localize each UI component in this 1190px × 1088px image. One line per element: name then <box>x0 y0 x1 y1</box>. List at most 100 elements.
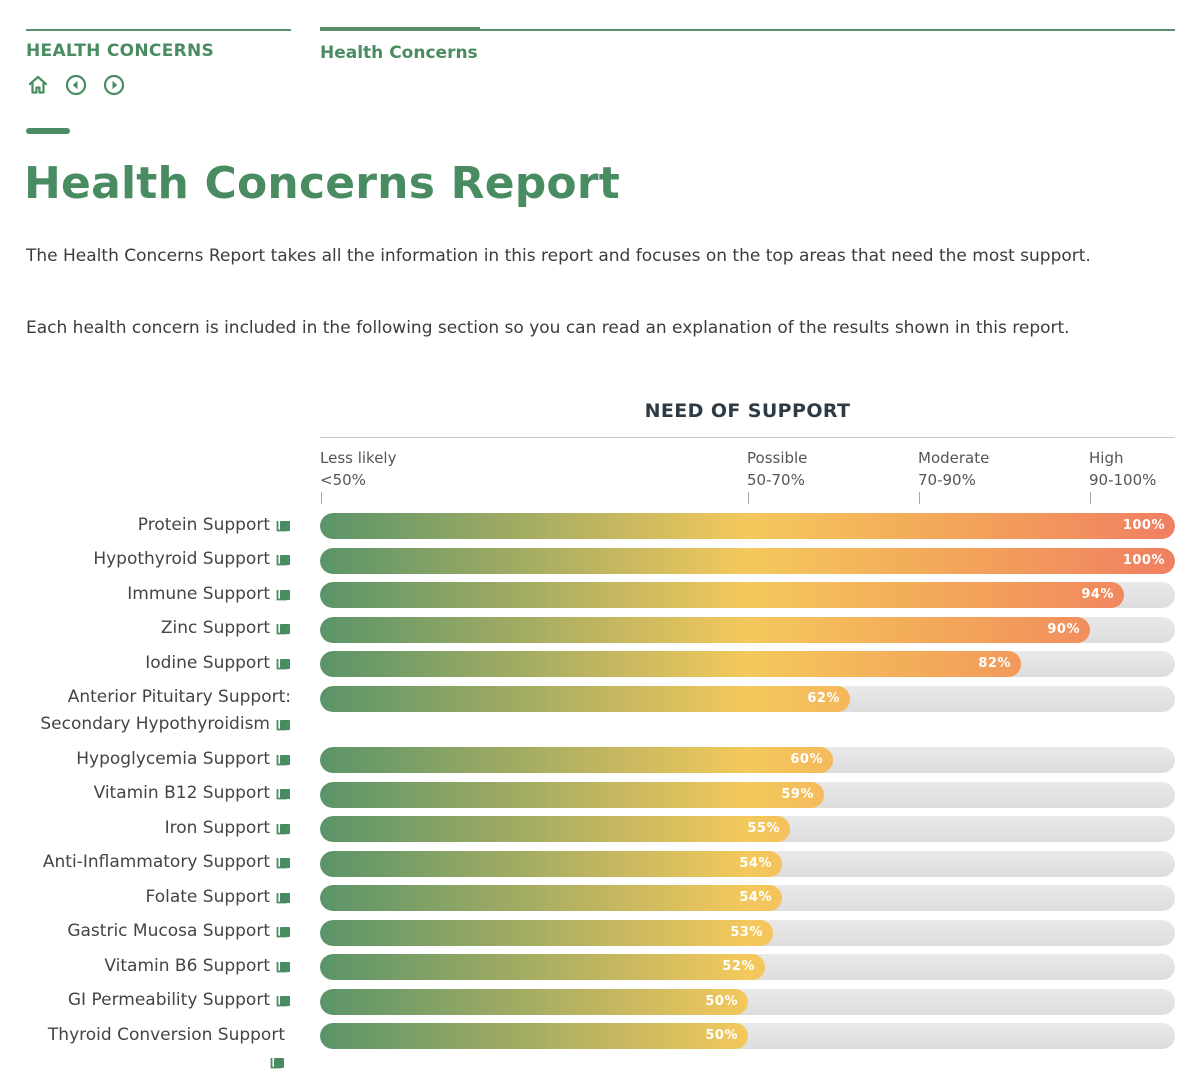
bar-track: 90% <box>320 617 1175 643</box>
bar: 50% <box>320 1023 748 1049</box>
external-link-icon[interactable] <box>276 989 291 1016</box>
category-label-text: Vitamin B12 Support <box>93 783 270 803</box>
bar-value-label: 60% <box>790 752 823 767</box>
tab-health-concerns[interactable]: Health Concerns <box>320 43 478 63</box>
category-label-text: Iodine Support <box>145 653 270 673</box>
category-label-text: Anterior Pituitary Support: Secondary Hy… <box>40 687 291 734</box>
external-link-icon[interactable] <box>276 782 291 809</box>
bar-value-label: 82% <box>978 656 1011 671</box>
category-label: Vitamin B12 Support <box>94 780 291 809</box>
bar-gradient <box>320 1023 748 1049</box>
bar: 94% <box>320 582 1124 608</box>
external-link-icon[interactable] <box>276 713 291 740</box>
external-link-icon[interactable] <box>276 514 291 541</box>
bar-track: 62% <box>320 686 1175 712</box>
bar-value-label: 52% <box>722 959 755 974</box>
zone-tick <box>321 492 322 504</box>
external-link-icon[interactable] <box>276 817 291 844</box>
bar-value-label: 59% <box>781 787 814 802</box>
bar-gradient <box>320 782 824 808</box>
category-label: Anti-Inflammatory Support <box>43 849 291 878</box>
bar: 50% <box>320 989 748 1015</box>
external-link-icon[interactable] <box>276 955 291 982</box>
external-link-icon[interactable] <box>276 886 291 913</box>
chart-title-rule <box>320 437 1175 438</box>
zone-tick <box>1090 492 1091 504</box>
page-title: Health Concerns Report <box>24 158 620 209</box>
category-label-text: Iron Support <box>164 818 270 838</box>
external-link-icon[interactable] <box>276 920 291 947</box>
bar-value-label: 53% <box>730 925 763 940</box>
bar-track: 54% <box>320 851 1175 877</box>
external-link-icon[interactable] <box>276 617 291 644</box>
external-link-icon[interactable] <box>276 583 291 610</box>
category-label-text: Anti-Inflammatory Support <box>42 852 270 872</box>
category-label: Folate Support <box>146 884 291 913</box>
bar-value-label: 62% <box>807 691 840 706</box>
category-label-text: Thyroid Conversion Support <box>47 1025 285 1045</box>
category-label: Thyroid Conversion Support <box>15 1022 285 1078</box>
zone-range: 70-90% <box>918 471 976 489</box>
bar: 60% <box>320 747 833 773</box>
category-label-text: Protein Support <box>137 515 270 535</box>
zone-label: Less likely <50% <box>320 447 397 504</box>
category-label-text: Folate Support <box>145 887 270 907</box>
category-label: GI Permeability Support <box>68 987 291 1016</box>
header-rule-right <box>320 27 1175 31</box>
bar-track: 50% <box>320 1023 1175 1049</box>
zone-name: Possible <box>747 449 808 467</box>
bar-gradient <box>320 954 765 980</box>
bar-gradient <box>320 617 1090 643</box>
circle-right-icon[interactable] <box>102 73 126 97</box>
category-label: Vitamin B6 Support <box>104 953 291 982</box>
bar-gradient <box>320 686 850 712</box>
category-label-text: Zinc Support <box>160 618 270 638</box>
external-link-icon[interactable] <box>276 748 291 775</box>
bar-track: 100% <box>320 513 1175 539</box>
intro-paragraph-2: Each health concern is included in the f… <box>26 318 1070 338</box>
zone-name: Moderate <box>918 449 990 467</box>
bar: 82% <box>320 651 1021 677</box>
zone-label: Moderate 70-90% <box>918 447 990 504</box>
bar-gradient <box>320 582 1124 608</box>
category-label-text: Vitamin B6 Support <box>104 956 270 976</box>
bar: 54% <box>320 851 782 877</box>
external-link-icon[interactable] <box>276 851 291 878</box>
intro-paragraph-1: The Health Concerns Report takes all the… <box>26 246 1091 266</box>
bar-gradient <box>320 548 1175 574</box>
bar-track: 59% <box>320 782 1175 808</box>
bar-value-label: 100% <box>1122 553 1165 568</box>
bar: 52% <box>320 954 765 980</box>
category-label-text: Hypoglycemia Support <box>76 749 270 769</box>
external-link-icon[interactable] <box>276 652 291 679</box>
external-link-icon[interactable] <box>276 548 291 575</box>
category-label-text: Immune Support <box>127 584 270 604</box>
category-label-text: Hypothyroid Support <box>93 549 270 569</box>
category-label-text: GI Permeability Support <box>67 990 270 1010</box>
bar-gradient <box>320 851 782 877</box>
category-label: Iodine Support <box>145 650 291 679</box>
bar-value-label: 94% <box>1081 587 1114 602</box>
bar-track: 55% <box>320 816 1175 842</box>
bar-track: 94% <box>320 582 1175 608</box>
bar-value-label: 54% <box>739 890 772 905</box>
category-label: Anterior Pituitary Support: Secondary Hy… <box>21 684 291 740</box>
bar: 62% <box>320 686 850 712</box>
bar-value-label: 55% <box>747 821 780 836</box>
zone-name: Less likely <box>320 449 397 467</box>
chart-title: NEED OF SUPPORT <box>644 400 851 422</box>
zone-tick <box>919 492 920 504</box>
bar-track: 100% <box>320 548 1175 574</box>
bar-track: 50% <box>320 989 1175 1015</box>
zone-name: High <box>1089 449 1124 467</box>
zone-label: Possible 50-70% <box>747 447 808 504</box>
category-label: Gastric Mucosa Support <box>67 918 291 947</box>
bar: 100% <box>320 513 1175 539</box>
home-icon[interactable] <box>26 73 50 97</box>
external-link-icon[interactable] <box>15 1051 285 1078</box>
nav-controls <box>26 73 126 97</box>
bar-value-label: 90% <box>1047 622 1080 637</box>
bar-gradient <box>320 651 1021 677</box>
circle-left-icon[interactable] <box>64 73 88 97</box>
zone-label: High 90-100% <box>1089 447 1156 504</box>
